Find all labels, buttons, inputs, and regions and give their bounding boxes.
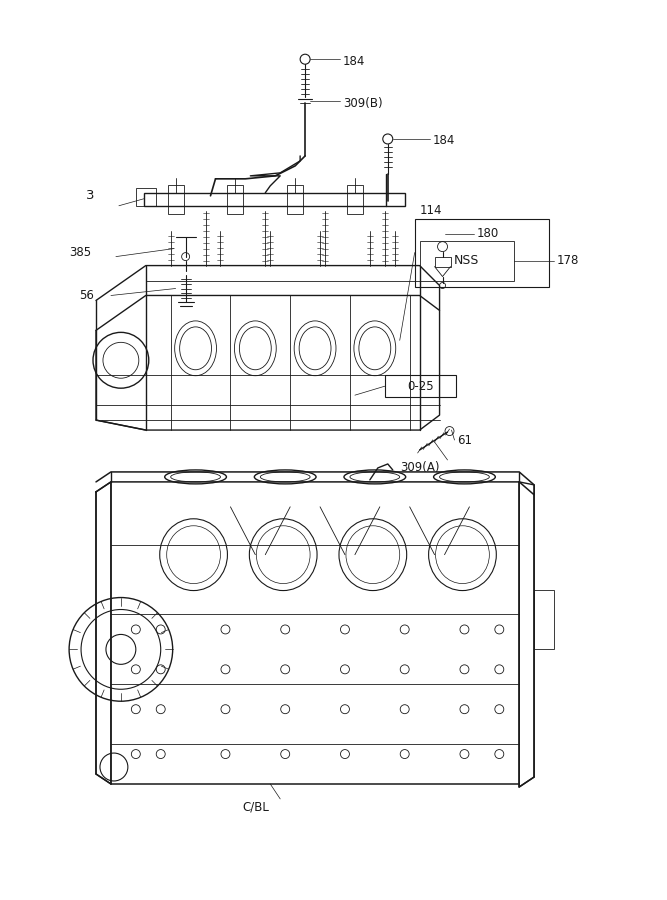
Text: 56: 56: [79, 289, 94, 302]
Text: 184: 184: [343, 55, 366, 68]
Bar: [420, 240, 514, 281]
Bar: [287, 184, 303, 213]
Bar: [435, 256, 450, 266]
Text: 61: 61: [458, 434, 472, 446]
Bar: [385, 375, 456, 397]
Bar: [347, 184, 363, 213]
Text: C/BL: C/BL: [242, 800, 269, 814]
Bar: [136, 188, 155, 206]
Text: 309(A): 309(A): [400, 462, 440, 474]
Bar: [534, 590, 554, 650]
Text: 385: 385: [69, 246, 91, 259]
Text: 184: 184: [433, 134, 455, 148]
Text: 0-25: 0-25: [408, 380, 434, 392]
Bar: [144, 193, 405, 206]
Text: NSS: NSS: [454, 254, 479, 267]
Bar: [167, 184, 183, 213]
Bar: [415, 219, 549, 286]
Text: 114: 114: [420, 204, 442, 217]
Text: 180: 180: [476, 227, 499, 240]
Text: 3: 3: [86, 189, 95, 202]
Text: 178: 178: [557, 254, 580, 267]
Text: 309(B): 309(B): [343, 96, 383, 110]
Bar: [227, 184, 243, 213]
